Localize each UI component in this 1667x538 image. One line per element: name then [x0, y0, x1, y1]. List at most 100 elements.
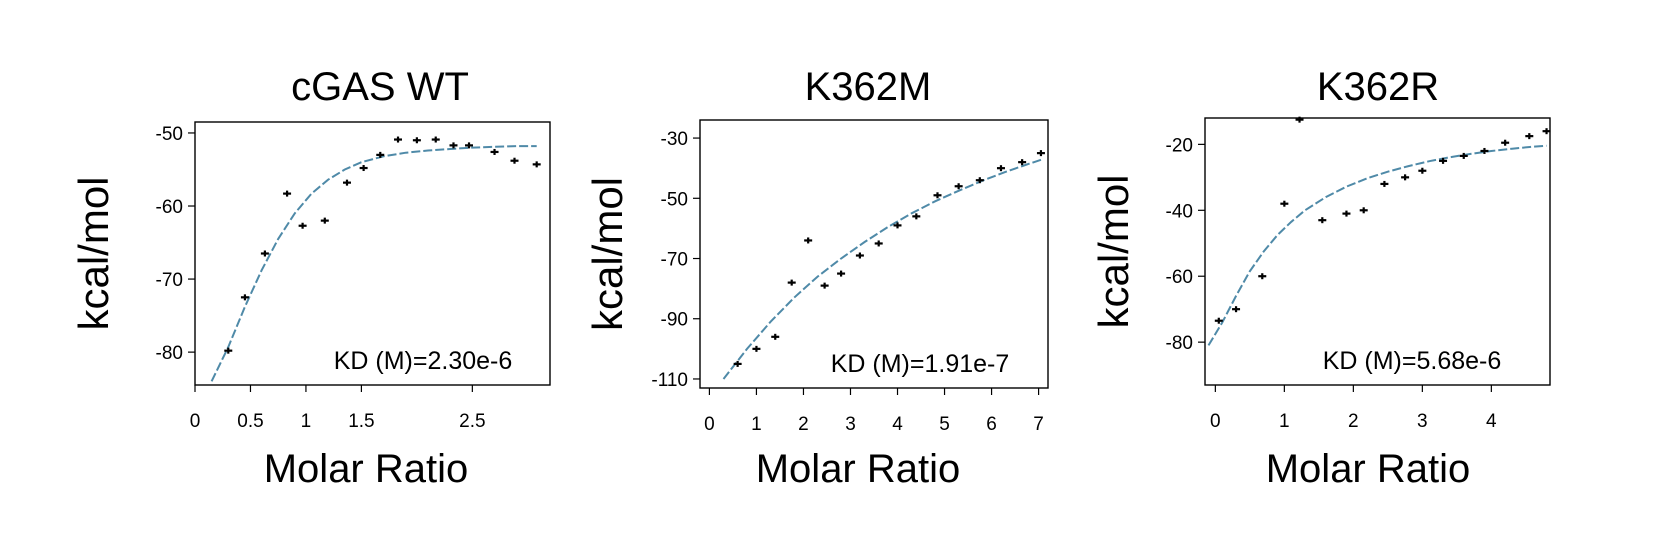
- x-tick-label: 4: [1486, 411, 1497, 432]
- plot-frame: [194, 121, 551, 386]
- data-point: [532, 161, 541, 168]
- kd-annotation: KD (M)=2.30e-6: [334, 347, 513, 375]
- x-tick-label: 0.5: [237, 411, 263, 432]
- chart-title: K362R: [1317, 65, 1439, 109]
- data-point: [1459, 152, 1468, 159]
- data-point: [954, 183, 963, 190]
- data-point: [1295, 116, 1304, 123]
- x-tick-label: 2: [798, 414, 809, 435]
- x-axis-label: Molar Ratio: [1266, 447, 1471, 491]
- x-tick-label: 1: [301, 411, 312, 432]
- data-point: [1401, 174, 1410, 181]
- data-point: [837, 270, 846, 277]
- data-point: [1501, 139, 1510, 146]
- y-tick-label: -40: [1166, 201, 1193, 222]
- data-point: [804, 237, 813, 244]
- data-point: [752, 345, 761, 352]
- y-tick-label: -80: [1166, 333, 1193, 354]
- x-tick-label: 3: [1417, 411, 1428, 432]
- data-point: [1318, 217, 1327, 224]
- data-point: [260, 250, 269, 257]
- y-tick-label: -70: [661, 250, 688, 271]
- plot-frame: [699, 119, 1049, 389]
- data-point: [1480, 147, 1489, 154]
- kd-annotation: KD (M)=5.68e-6: [1323, 347, 1502, 375]
- data-point: [376, 151, 385, 158]
- x-tick-label: 4: [892, 414, 903, 435]
- x-tick-label: 0: [704, 414, 715, 435]
- x-axis-label: Molar Ratio: [756, 447, 961, 491]
- y-tick-label: -90: [661, 310, 688, 331]
- x-axis-label: Molar Ratio: [264, 447, 469, 491]
- x-tick-label: 0: [190, 411, 201, 432]
- x-tick-label: 6: [986, 414, 997, 435]
- chart-title: K362M: [805, 65, 932, 109]
- y-tick-label: -70: [156, 270, 183, 291]
- data-point: [1380, 180, 1389, 187]
- y-tick-label: -60: [1166, 267, 1193, 288]
- data-point: [412, 137, 421, 144]
- data-point: [771, 333, 780, 340]
- data-point: [1342, 210, 1351, 217]
- data-point: [1439, 157, 1448, 164]
- data-point: [1214, 317, 1223, 324]
- data-point: [510, 157, 519, 164]
- panel-1: cGAS WT kcal/mol Molar Ratio -50 -60 -70 -80 0 0…: [70, 65, 551, 491]
- data-point: [1232, 306, 1241, 313]
- data-point: [1258, 273, 1267, 280]
- data-point: [975, 177, 984, 184]
- y-tick-label: -50: [661, 189, 688, 210]
- y-tick-label: -30: [661, 129, 688, 150]
- plot-frame: [1204, 117, 1551, 386]
- data-point: [449, 142, 458, 149]
- data-point: [933, 192, 942, 199]
- data-point: [298, 222, 307, 229]
- x-tick-label: 1: [751, 414, 762, 435]
- data-point: [820, 282, 829, 289]
- data-point: [283, 190, 292, 197]
- fit-curve: [722, 158, 1044, 380]
- data-point: [855, 252, 864, 259]
- data-point: [342, 179, 351, 186]
- data-point: [224, 347, 233, 354]
- fit-curve: [1207, 144, 1547, 346]
- chart-title: cGAS WT: [291, 65, 469, 109]
- data-point: [320, 217, 329, 224]
- data-point: [893, 222, 902, 229]
- data-point: [996, 165, 1005, 172]
- data-point: [733, 360, 742, 367]
- panel-3: K362R kcal/mol Molar Ratio -20 -40 -60 -80 0 1 2 3…: [1090, 65, 1551, 491]
- data-point: [394, 136, 403, 143]
- data-point: [912, 213, 921, 220]
- data-point: [874, 240, 883, 247]
- y-tick-label: -110: [651, 370, 688, 391]
- x-tick-label: 3: [845, 414, 856, 435]
- x-tick-label: 1.5: [348, 411, 374, 432]
- data-point: [787, 279, 796, 286]
- x-tick-label: 5: [939, 414, 950, 435]
- y-tick-label: -80: [156, 343, 183, 364]
- data-point: [465, 142, 474, 149]
- data-point: [1418, 167, 1427, 174]
- fit-curve: [210, 145, 537, 382]
- x-tick-label: 2.5: [459, 411, 485, 432]
- x-tick-label: 0: [1210, 411, 1221, 432]
- y-axis-label: kcal/mol: [584, 177, 631, 331]
- y-axis-label: kcal/mol: [1090, 174, 1137, 328]
- data-point: [490, 148, 499, 155]
- data-point: [1280, 200, 1289, 207]
- panel-2: K362M kcal/mol Molar Ratio -30 -50 -70 -90 -110…: [584, 65, 1049, 491]
- x-tick-label: 7: [1033, 414, 1044, 435]
- data-point: [240, 294, 249, 301]
- y-tick-label: -20: [1166, 135, 1193, 156]
- data-point: [1018, 159, 1027, 166]
- data-point: [1542, 128, 1551, 135]
- y-tick-label: -50: [156, 124, 183, 145]
- data-point: [359, 165, 368, 172]
- data-point: [1525, 133, 1534, 140]
- data-point: [431, 136, 440, 143]
- x-tick-label: 1: [1279, 411, 1290, 432]
- y-axis-label: kcal/mol: [70, 176, 117, 330]
- y-tick-label: -60: [156, 197, 183, 218]
